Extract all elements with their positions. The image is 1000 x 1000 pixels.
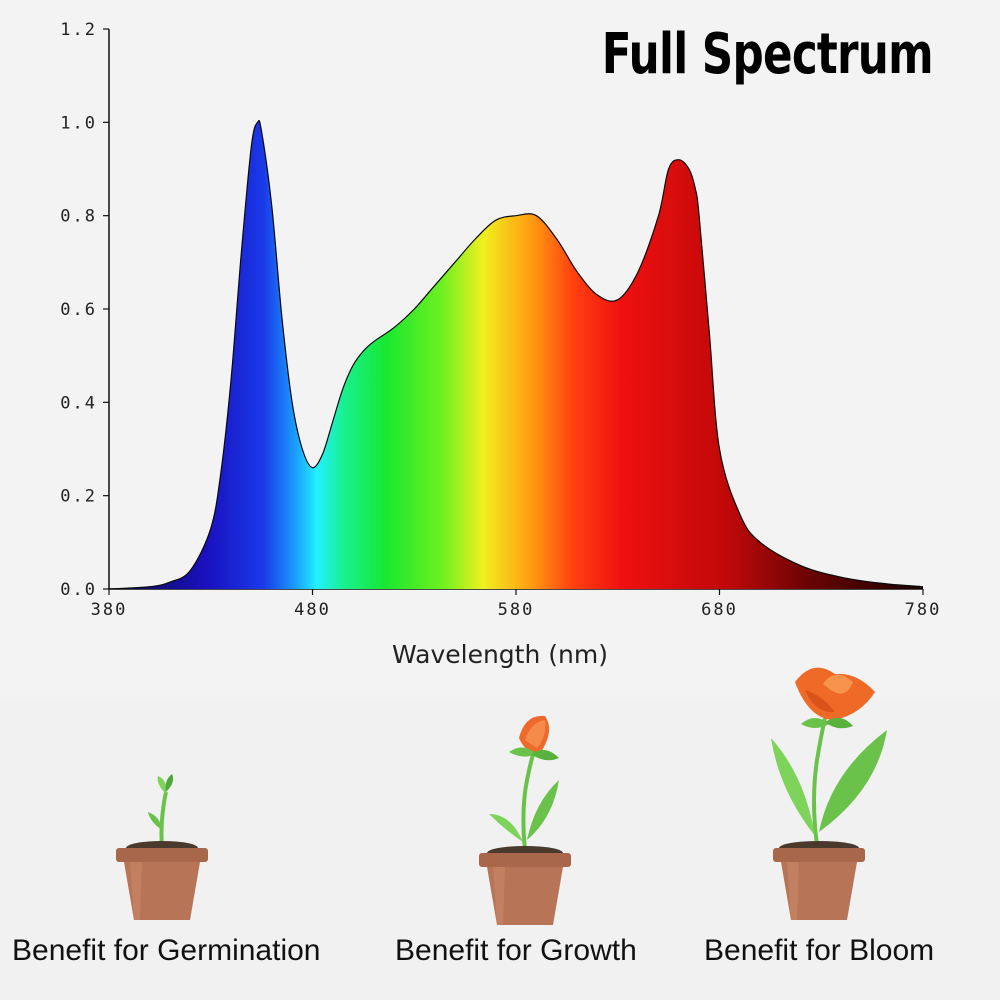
spectrum-line — [108, 119, 924, 590]
growth-caption: Benefit for Growth — [395, 934, 637, 967]
spectrum-area — [109, 120, 923, 590]
bloom-plant-image — [771, 667, 887, 920]
chart-title: Full Spectrum — [601, 22, 934, 87]
x-tick-label: 680 — [701, 600, 738, 620]
x-tick-label: 780 — [905, 600, 942, 620]
x-tick-label: 480 — [294, 600, 331, 620]
y-tick-label: 1.2 — [60, 20, 97, 40]
growth-plant-image — [479, 715, 571, 925]
y-tick-label: 1.0 — [60, 113, 97, 133]
y-tick-label: 0.8 — [60, 207, 97, 227]
y-tick-label: 0.6 — [60, 300, 97, 320]
germination-caption: Benefit for Germination — [12, 934, 321, 967]
spectrum-chart: 0.0 0.2 0.4 0.6 0.8 1.0 1.2 380 480 580 680 780 — [60, 20, 942, 620]
y-tick-label: 0.2 — [60, 487, 97, 507]
y-tick-label: 0.0 — [60, 580, 97, 600]
y-tick-label: 0.4 — [60, 393, 97, 413]
bloom-caption: Benefit for Bloom — [704, 934, 935, 967]
germination-plant-image — [116, 774, 208, 920]
x-tick-label: 380 — [91, 600, 128, 620]
chart-ticks: 0.0 0.2 0.4 0.6 0.8 1.0 1.2 380 480 580 680 780 — [60, 20, 942, 620]
x-tick-label: 580 — [498, 600, 535, 620]
x-axis-label: Wavelength (nm) — [392, 640, 608, 669]
